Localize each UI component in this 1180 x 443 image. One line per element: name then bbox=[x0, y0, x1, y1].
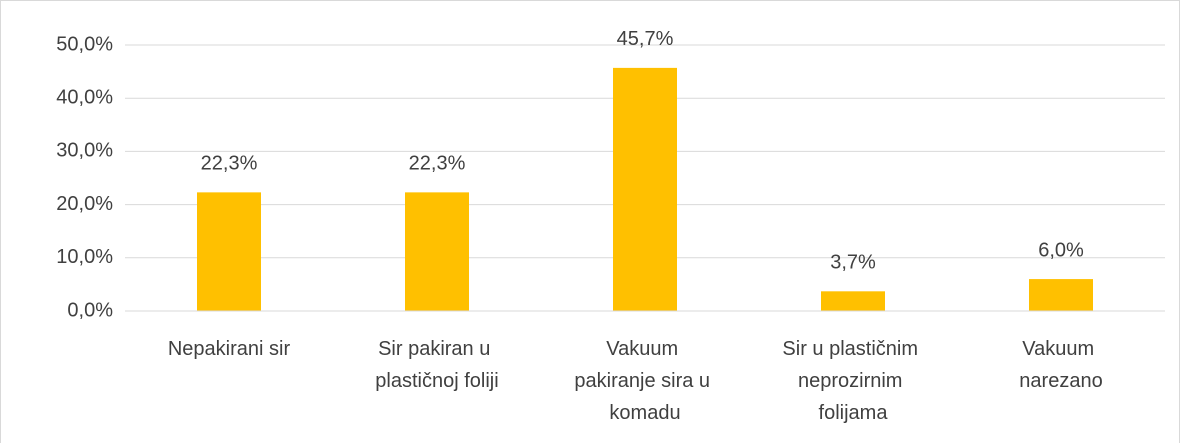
bar bbox=[613, 67, 677, 311]
data-label: 22,3% bbox=[409, 153, 466, 175]
data-label: 45,7% bbox=[617, 28, 674, 50]
x-tick-label: Sir pakiran u plastičnoj foliji bbox=[375, 338, 498, 392]
bar bbox=[1029, 279, 1093, 311]
data-label: 22,3% bbox=[201, 153, 258, 175]
data-label: 6,0% bbox=[1038, 239, 1084, 261]
x-tick-label: Vakuum pakiranje sira u komadu bbox=[574, 338, 715, 424]
x-tick-label: Sir u plastičnim neprozirnim folijama bbox=[782, 338, 923, 424]
y-tick-label: 50,0% bbox=[56, 33, 113, 55]
data-label: 3,7% bbox=[830, 252, 876, 274]
x-tick-label: Vakuum narezano bbox=[1019, 338, 1102, 392]
bar bbox=[821, 291, 885, 311]
y-tick-label: 10,0% bbox=[56, 246, 113, 268]
bar bbox=[197, 192, 261, 311]
y-tick-label: 40,0% bbox=[56, 86, 113, 108]
y-tick-label: 30,0% bbox=[56, 140, 113, 162]
x-tick-label: Nepakirani sir bbox=[168, 338, 291, 360]
bar bbox=[405, 192, 469, 311]
y-tick-label: 0,0% bbox=[67, 299, 113, 321]
y-tick-label: 20,0% bbox=[56, 193, 113, 215]
